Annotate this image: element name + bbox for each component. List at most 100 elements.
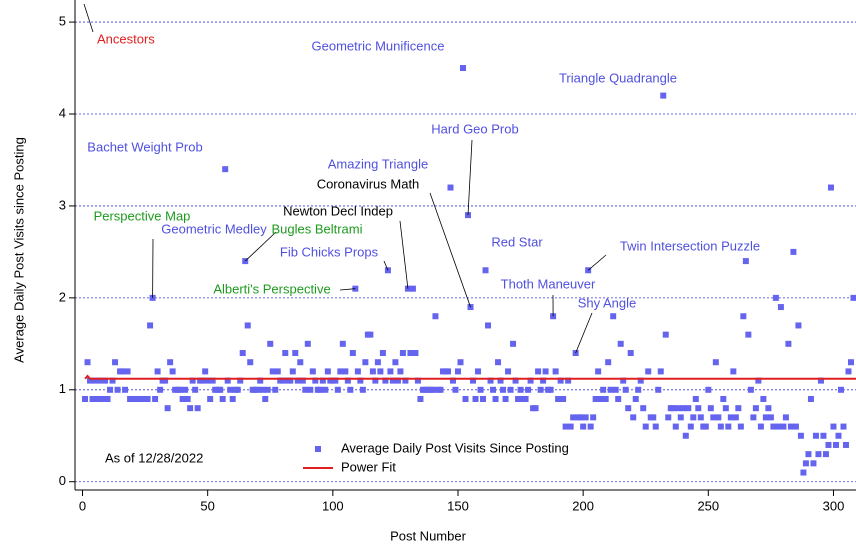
point — [642, 423, 649, 430]
point — [735, 405, 742, 412]
point — [317, 386, 324, 393]
point — [182, 386, 189, 393]
point — [622, 386, 629, 393]
point — [772, 294, 779, 301]
point — [454, 368, 461, 375]
point — [567, 423, 574, 430]
point — [189, 377, 196, 384]
point — [697, 414, 704, 421]
point — [119, 368, 126, 375]
point — [372, 377, 379, 384]
point — [702, 423, 709, 430]
point — [312, 377, 319, 384]
legend-label: Power Fit — [341, 459, 396, 474]
point — [354, 368, 361, 375]
point — [725, 423, 732, 430]
point — [244, 322, 251, 329]
point — [219, 395, 226, 402]
point — [97, 377, 104, 384]
annotation: Thoth Maneuver — [501, 276, 596, 291]
point — [812, 432, 819, 439]
point — [690, 414, 697, 421]
x-tick-label: 50 — [200, 498, 214, 513]
point — [402, 377, 409, 384]
point — [745, 331, 752, 338]
point — [84, 359, 91, 366]
point — [595, 368, 602, 375]
annotation: Triangle Quadrangle — [559, 70, 677, 85]
annotation: Coronavirus Math — [317, 176, 420, 191]
point — [89, 395, 96, 402]
point — [152, 395, 159, 402]
point — [602, 395, 609, 402]
point — [482, 267, 489, 274]
point — [269, 368, 276, 375]
point — [379, 350, 386, 357]
point — [740, 313, 747, 320]
point — [394, 377, 401, 384]
point — [712, 359, 719, 366]
point — [207, 395, 214, 402]
point — [332, 377, 339, 384]
point — [299, 377, 306, 384]
point — [817, 377, 824, 384]
point — [342, 368, 349, 375]
point — [177, 386, 184, 393]
y-tick-label: 4 — [59, 105, 66, 120]
point — [525, 386, 532, 393]
point — [670, 405, 677, 412]
point — [122, 386, 129, 393]
point — [377, 368, 384, 375]
point — [565, 377, 572, 384]
point — [397, 368, 404, 375]
point — [82, 395, 89, 402]
x-tick-label: 200 — [572, 498, 594, 513]
point — [337, 368, 344, 375]
point — [389, 377, 396, 384]
point — [109, 377, 116, 384]
y-tick-label: 1 — [59, 381, 66, 396]
point — [222, 166, 229, 173]
point — [227, 386, 234, 393]
point — [429, 386, 436, 393]
point — [485, 322, 492, 329]
point — [607, 386, 614, 393]
leader-line — [429, 192, 471, 308]
point — [224, 377, 231, 384]
point — [192, 386, 199, 393]
point — [259, 386, 266, 393]
point — [289, 368, 296, 375]
point — [815, 451, 822, 458]
point — [477, 386, 484, 393]
point — [217, 386, 224, 393]
point — [309, 368, 316, 375]
point — [294, 377, 301, 384]
point — [727, 414, 734, 421]
point — [705, 386, 712, 393]
point — [552, 368, 559, 375]
point — [732, 414, 739, 421]
point — [570, 414, 577, 421]
point — [840, 423, 847, 430]
point — [164, 405, 171, 412]
y-tick-label: 5 — [59, 14, 66, 29]
point — [635, 386, 642, 393]
annotation: Bugles Beltrami — [271, 221, 362, 236]
point — [720, 395, 727, 402]
point — [274, 368, 281, 375]
point — [827, 184, 834, 191]
point — [114, 386, 121, 393]
y-tick-label: 3 — [59, 197, 66, 212]
point — [407, 350, 414, 357]
x-axis-title: Post Number — [390, 528, 467, 543]
point — [677, 414, 684, 421]
point — [502, 395, 509, 402]
point — [472, 395, 479, 402]
point — [650, 414, 657, 421]
point — [682, 432, 689, 439]
point — [307, 386, 314, 393]
point — [470, 377, 477, 384]
point — [787, 423, 794, 430]
point — [752, 405, 759, 412]
point — [580, 423, 587, 430]
